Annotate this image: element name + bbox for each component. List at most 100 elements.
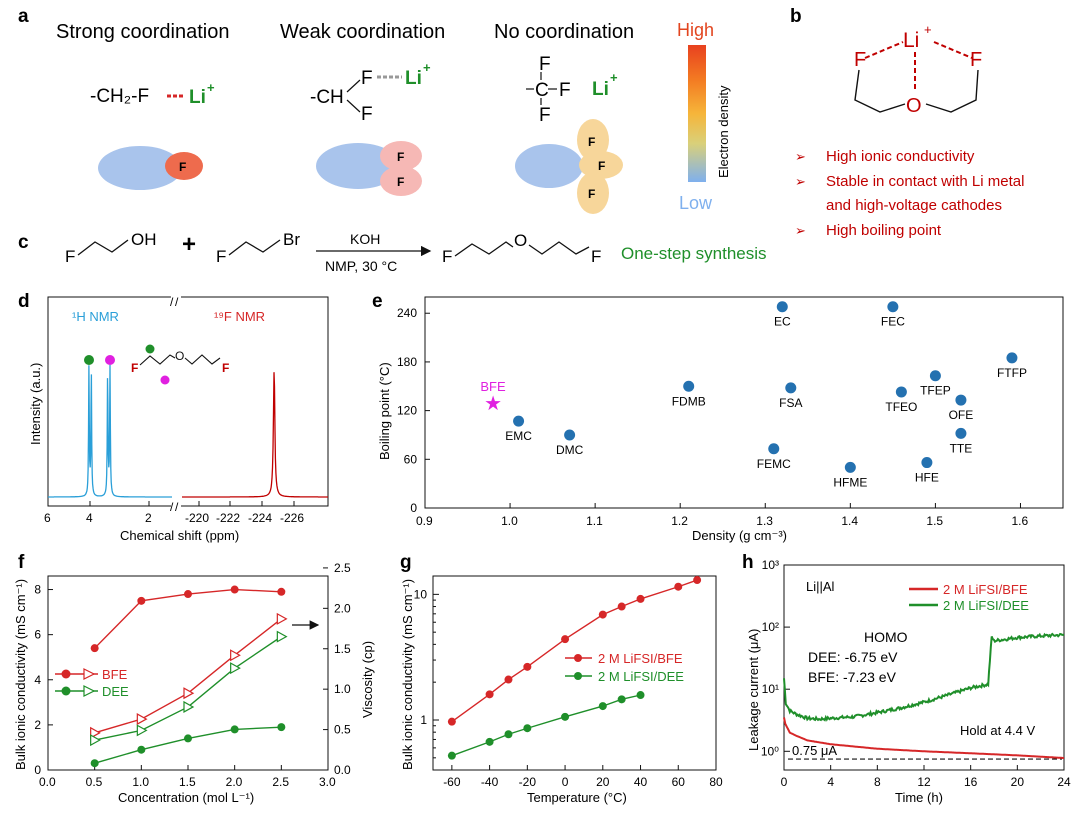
atom-f-weak-blob-1: F [397, 150, 404, 164]
e-point-fdmb [683, 380, 695, 392]
e-x-tick-label: 1.6 [1011, 514, 1028, 528]
panel-label-d: d [18, 291, 30, 312]
g-point-1 [523, 724, 532, 733]
e-y-tick-label: 60 [404, 452, 418, 466]
e-point-label-emc: EMC [505, 429, 532, 443]
colorbar-low: Low [679, 193, 713, 213]
panel-label-e: e [372, 291, 383, 312]
d-marker-green [84, 355, 94, 365]
h-x-tick-label: 24 [1057, 775, 1071, 789]
heading-none: No coordination [494, 21, 634, 43]
d-x-label: Chemical shift (ppm) [120, 528, 239, 543]
c-r1-oh: OH [131, 230, 157, 249]
li-weak: Li [405, 68, 422, 89]
panel-b: Li + F F O ➢ High ionic conductivity ➢ S… [795, 22, 1024, 239]
h-x-tick-label: 20 [1011, 775, 1025, 789]
heading-strong: Strong coordination [56, 21, 229, 43]
g-legend: 2 M LiFSI/BFE 2 M LiFSI/DEE [565, 651, 684, 684]
heading-weak: Weak coordination [280, 21, 445, 43]
f-point-bfe-conductivity [230, 585, 239, 594]
g-x-tick-label: 80 [709, 775, 723, 789]
d-x-tick-label: -220 [185, 511, 209, 525]
c-r2-f: F [216, 247, 226, 266]
h-legend: 2 M LiFSI/BFE 2 M LiFSI/DEE [909, 582, 1029, 613]
f-y2-tick-label: 2.5 [334, 561, 351, 575]
e-x-tick-label: 0.9 [416, 514, 433, 528]
atom-f-none-blob-2: F [598, 159, 605, 173]
h-y-tick-label: 10¹ [762, 682, 779, 696]
e-star-bfe: ★ [484, 393, 502, 415]
f-point-bfe-viscosity [183, 687, 195, 700]
f-y-label: Bulk ionic conductivity (mS cm⁻¹) [13, 579, 28, 770]
f-point-bfe-viscosity [276, 612, 288, 625]
e-point-label-fec: FEC [881, 315, 905, 329]
panel-f: 0.0 0.5 1.0 1.5 2.0 2.5 3.0 0 2 4 6 8 0.0 0.5 1.0 1.5 2.… [13, 561, 375, 805]
colorbar-high: High [677, 20, 714, 40]
e-x-tick-label: 1.2 [671, 514, 688, 528]
e-x-tick-label: 1.3 [756, 514, 773, 528]
d-marker-magenta [105, 355, 115, 365]
e-point-tfep [929, 370, 941, 382]
svg-text:/: / [170, 500, 174, 514]
f-y2-tick-label: 0.0 [334, 763, 351, 777]
g-point-0 [561, 635, 570, 644]
panel-label-b: b [790, 6, 802, 27]
f-y2-label: Viscosity (cp) [360, 641, 375, 718]
f-y2-tick-label: 1.0 [334, 682, 351, 696]
li-none: Li [592, 79, 609, 100]
h-series-line-0 [783, 717, 1064, 759]
atom-f-weak-2: F [361, 104, 373, 125]
g-point-0 [523, 662, 532, 671]
e-point-fec [887, 301, 899, 313]
atom-f-weak-blob-2: F [397, 175, 404, 189]
panel-a: Strong coordination Weak coordination No… [56, 20, 731, 214]
f-point-dee-viscosity [230, 662, 241, 675]
f-point-dee-conductivity [184, 734, 192, 743]
panel-h: 0 4 8 12 16 20 24 10⁰ 10¹ 10² 10³ Time (h) Leakage… [746, 558, 1071, 805]
f-point-bfe-conductivity [277, 587, 286, 596]
h-cell: Li||Al [806, 579, 835, 594]
g-point-0 [693, 576, 702, 585]
f-x-tick-label: 0.0 [39, 775, 56, 789]
f-x-tick-label: 0.5 [86, 775, 103, 789]
g-legend-dee: 2 M LiFSI/DEE [598, 669, 684, 684]
h-ref-label: 0.75 μA [792, 743, 837, 758]
g-series-line-0 [451, 579, 698, 723]
g-point-1 [561, 712, 570, 721]
d-x-tick-label: -222 [216, 511, 240, 525]
c-r2-br: Br [283, 230, 300, 249]
colorbar-label: Electron density [716, 85, 731, 178]
g-x-tick-label: 20 [596, 775, 610, 789]
f-legend: BFE DEE [55, 667, 129, 699]
g-x-tick-label: 0 [562, 775, 569, 789]
g-point-1 [447, 751, 456, 760]
panel-d: / / / / ¹H NMR ¹⁹F NMR Intensity (a.u.) Ch… [28, 291, 329, 543]
h-x-tick-label: 4 [827, 775, 834, 789]
g-point-0 [674, 582, 683, 591]
atom-f-weak-1: F [361, 68, 373, 89]
f-point-dee-viscosity [90, 734, 101, 747]
panel-label-c: c [18, 232, 29, 253]
e-point-ofe [955, 394, 967, 406]
g-x-tick-label: 60 [672, 775, 686, 789]
e-point-label-hfme: HFME [833, 475, 867, 489]
f-y2-tick-label: 1.5 [334, 642, 351, 656]
g-y-tick-label: 1 [420, 713, 427, 727]
g-point-1 [636, 691, 645, 700]
d-1h-spectrum [48, 364, 172, 498]
f-point-bfe-viscosity [136, 713, 148, 726]
g-x-label: Temperature (°C) [527, 790, 627, 805]
o-b: O [906, 95, 922, 117]
f-point-dee-conductivity [230, 725, 239, 734]
e-point-label-tte: TTE [950, 441, 973, 455]
f-y-tick-label: 0 [34, 763, 41, 777]
colorbar [688, 45, 706, 182]
d-struct-f1: F [131, 361, 138, 375]
c-plus: + [182, 231, 196, 258]
h-legend-bfe: 2 M LiFSI/BFE [943, 582, 1028, 597]
g-x-tick-label: -20 [519, 775, 537, 789]
e-point-label-fsa: FSA [779, 396, 802, 410]
c-cond-top: KOH [350, 231, 380, 247]
g-x-tick-label: 40 [634, 775, 648, 789]
c-p-o: O [514, 231, 527, 250]
